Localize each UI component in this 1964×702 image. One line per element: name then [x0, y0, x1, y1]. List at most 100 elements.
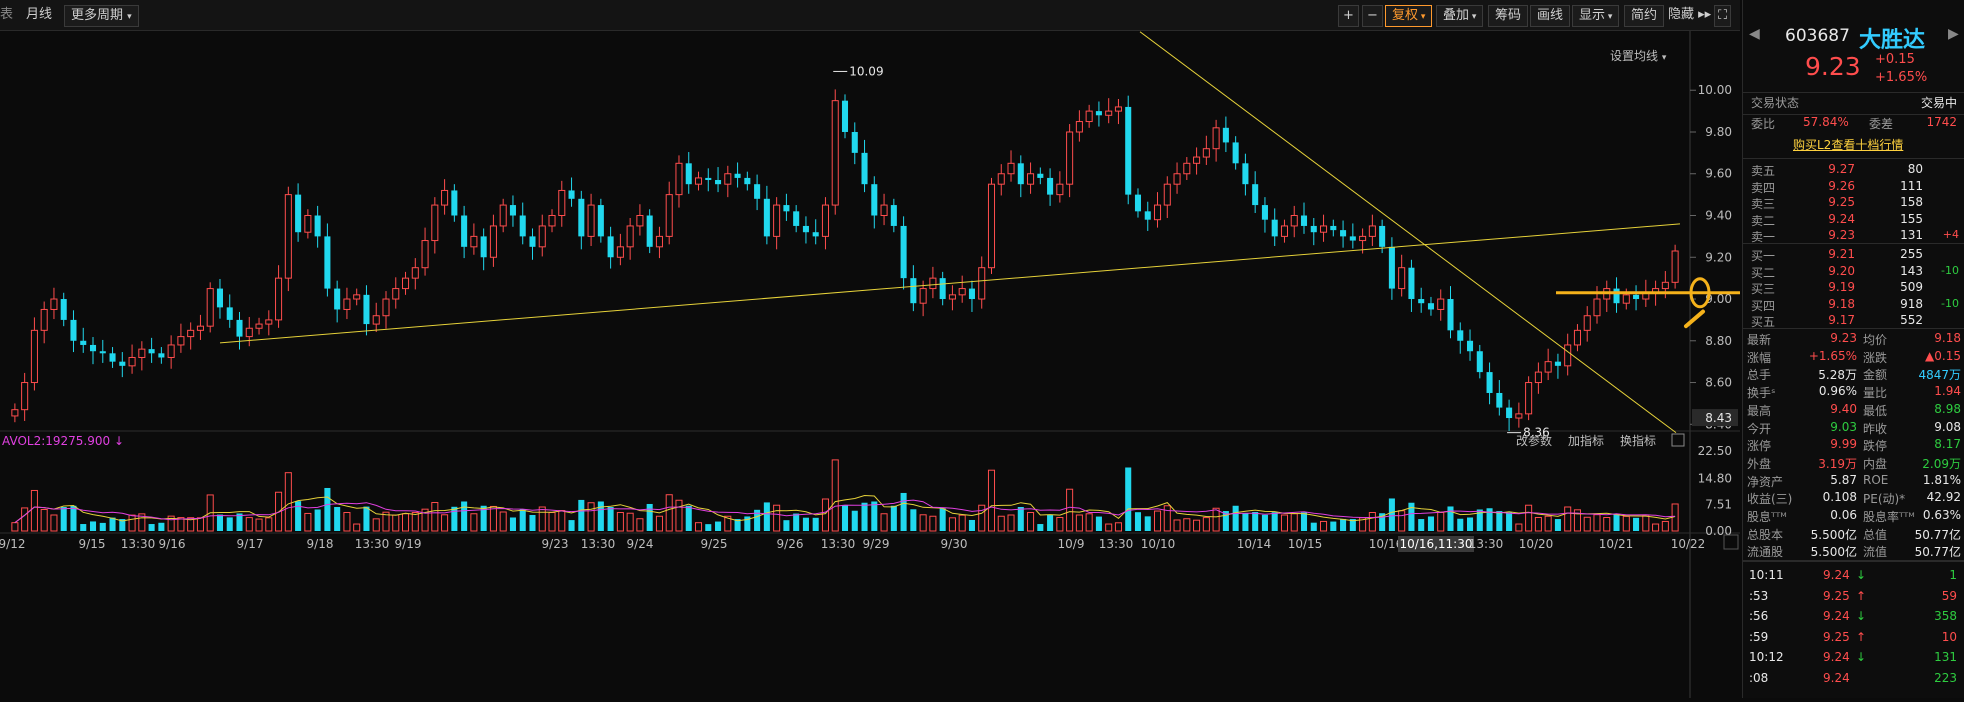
volume-bar-down	[1095, 516, 1102, 531]
candle-body-up	[177, 336, 185, 346]
candle-body-up	[1163, 183, 1171, 206]
volume-bar-down	[754, 509, 761, 531]
stat-value: 5.500亿	[1810, 545, 1857, 560]
stat-label: 最高	[1747, 403, 1772, 418]
ask-row-volume: 131	[1900, 228, 1923, 243]
stat-value: 2.09万	[1922, 456, 1961, 471]
stat-value: 9.03	[1830, 419, 1857, 434]
candle-body-down	[1017, 163, 1024, 185]
volume-bar-down	[1232, 505, 1239, 531]
candle-body-down	[851, 131, 858, 153]
candle-body-down	[715, 180, 722, 185]
candle-body-down	[578, 198, 585, 237]
candle-body-up	[284, 194, 292, 279]
date-axis-label: 9/25	[701, 537, 728, 551]
volume-axis-label: 0.00	[1705, 524, 1732, 538]
chevron-down-icon: ▾	[127, 12, 132, 22]
volume-bar-up	[1183, 518, 1191, 532]
volume-bar-up	[167, 515, 175, 532]
volume-bar-down	[89, 521, 97, 531]
stat-label: 总股本	[1747, 527, 1784, 542]
candle-body-up	[21, 382, 29, 411]
candle-body-down	[1418, 299, 1425, 304]
l2-link-row: 购买L2查看十档行情	[1743, 136, 1964, 154]
bid-row-volume: 143	[1900, 263, 1923, 278]
order-ratio-value: 57.84%	[1803, 115, 1849, 129]
prev-stock-icon[interactable]: ◀	[1749, 26, 1760, 42]
stats-row: 涨幅 +1.65% 涨跌 ▲0.15	[1743, 349, 1964, 367]
candle-body-up	[616, 246, 624, 258]
zoom-out-button[interactable]: −	[1362, 5, 1383, 27]
candle-body-down	[1388, 246, 1395, 289]
candle-body-down	[1467, 340, 1474, 352]
volume-bar-up	[392, 514, 400, 532]
kline-chart[interactable]: 10.009.809.609.409.209.008.808.608.408.4…	[0, 31, 1740, 698]
volume-bar-down	[1340, 518, 1347, 531]
draw-line-button[interactable]: 画线	[1530, 5, 1571, 27]
volume-bar-up	[40, 508, 48, 532]
stat-label: 股息率ᵀᵀᴹ	[1863, 510, 1915, 524]
stat-value: 50.77亿	[1914, 545, 1961, 560]
bid-row-price: 9.18	[1828, 296, 1855, 311]
candle-body-down	[1496, 392, 1503, 408]
stat-label: 最新	[1747, 333, 1772, 347]
volume-bar-down	[461, 501, 468, 531]
display-dropdown[interactable]: 显示 ▾	[1572, 5, 1620, 27]
tick-price: 9.24	[1823, 609, 1850, 623]
next-stock-icon[interactable]: ▶	[1948, 26, 1959, 42]
tab-monthly[interactable]: 月线	[26, 7, 53, 22]
volume-bar-up	[538, 506, 546, 532]
candle-body-up	[392, 288, 400, 300]
highlight-tick-mark	[1684, 309, 1705, 329]
tab-partial[interactable]: 表	[0, 7, 14, 22]
ask-row-volume: 155	[1900, 211, 1923, 226]
date-axis-label: 10/9	[1058, 537, 1085, 551]
indicator-button[interactable]: 换指标	[1620, 433, 1656, 448]
volume-bar-down	[1447, 506, 1454, 531]
close-indicator-icon[interactable]	[1671, 433, 1685, 447]
candle-body-up	[265, 319, 273, 325]
adjust-rights-dropdown[interactable]: 复权 ▾	[1385, 5, 1433, 27]
stats-row: 总手 5.28万 金额 4847万	[1743, 366, 1964, 384]
volume-bar-up	[1622, 515, 1630, 532]
l2-upgrade-link[interactable]: 购买L2查看十档行情	[1793, 138, 1904, 152]
bid-row: 买五 9.17 552	[1743, 313, 1964, 331]
stats-row: 最高 9.40 最低 8.98	[1743, 402, 1964, 420]
tick-direction-icon: ↑	[1856, 588, 1867, 603]
candle-body-down	[119, 361, 126, 366]
simple-button[interactable]: 简约	[1624, 5, 1665, 27]
bid-row-label: 买四	[1751, 298, 1776, 313]
ma-settings-button[interactable]: 设置均线 ▾	[1610, 47, 1666, 64]
overlay-dropdown[interactable]: 叠加 ▾	[1436, 5, 1484, 27]
ask-row-label: 卖三	[1751, 197, 1776, 212]
candle-body-down	[890, 205, 897, 226]
volume-bar-up	[11, 522, 19, 532]
volume-bar-up	[655, 515, 663, 532]
chevron-down-icon: ▾	[1605, 12, 1613, 22]
volume-bar-down	[1310, 522, 1317, 531]
candle-body-up	[206, 288, 214, 327]
chips-button[interactable]: 筹码	[1488, 5, 1529, 27]
candle-body-up	[11, 409, 19, 417]
scroll-right-icon[interactable]	[1723, 534, 1739, 550]
candle-body-up	[548, 215, 556, 227]
zoom-in-button[interactable]: +	[1338, 5, 1359, 27]
candle-body-down	[1222, 127, 1229, 143]
volume-bar-down	[705, 524, 712, 531]
chevron-down-icon: ▾	[1661, 53, 1667, 63]
indicator-button[interactable]: 改参数	[1516, 433, 1552, 448]
more-periods-dropdown[interactable]: 更多周期 ▾	[64, 5, 139, 27]
volume-bar-up	[1290, 513, 1298, 532]
date-axis-label: 9/15	[79, 537, 106, 551]
ask-row-change: +4	[1942, 228, 1959, 242]
volume-bar-down	[109, 517, 116, 531]
candle-body-up	[1544, 361, 1552, 373]
fullscreen-icon[interactable]: ⛶	[1714, 5, 1732, 27]
candle-body-up	[489, 225, 497, 258]
tick-row: 10:12 9.24 ↓ 131	[1743, 650, 1964, 668]
indicator-button[interactable]: 加指标	[1568, 433, 1604, 448]
stat-label: 量比	[1863, 386, 1888, 401]
hide-button[interactable]: 隐藏 ▸▸	[1668, 5, 1711, 25]
stats-row: 最新 9.23 均价 9.18	[1743, 331, 1964, 349]
tick-price: 9.25	[1823, 588, 1850, 603]
